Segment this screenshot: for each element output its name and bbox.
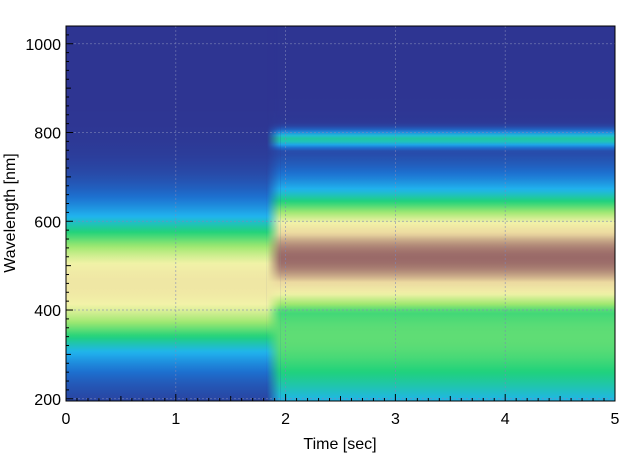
- heatmap-region-2: [280, 26, 615, 401]
- x-tick-label: 4: [501, 411, 510, 428]
- heatmap-transition-after: [266, 26, 281, 401]
- heatmap-region-1: [66, 26, 267, 401]
- x-axis-title: Time [sec]: [303, 436, 376, 453]
- x-tick-label: 1: [171, 411, 180, 428]
- y-tick-label: 600: [34, 214, 61, 231]
- x-tick-label: 3: [391, 411, 400, 428]
- y-tick-label: 800: [34, 126, 61, 143]
- y-axis-title: Wavelength [nm]: [2, 153, 19, 272]
- y-axis: 200 400 600 800 1000: [25, 25, 73, 409]
- x-tick-label: 2: [281, 411, 290, 428]
- y-tick-label: 200: [34, 392, 61, 409]
- grid-lines: [66, 26, 615, 401]
- y-tick-label: 1000: [25, 37, 61, 54]
- x-tick-label: 0: [62, 411, 71, 428]
- y-tick-label: 400: [34, 303, 61, 320]
- heatmap-plot-area: [66, 26, 615, 401]
- x-tick-label: 5: [611, 411, 620, 428]
- x-axis: 0 1 2 3 4 5: [62, 394, 620, 428]
